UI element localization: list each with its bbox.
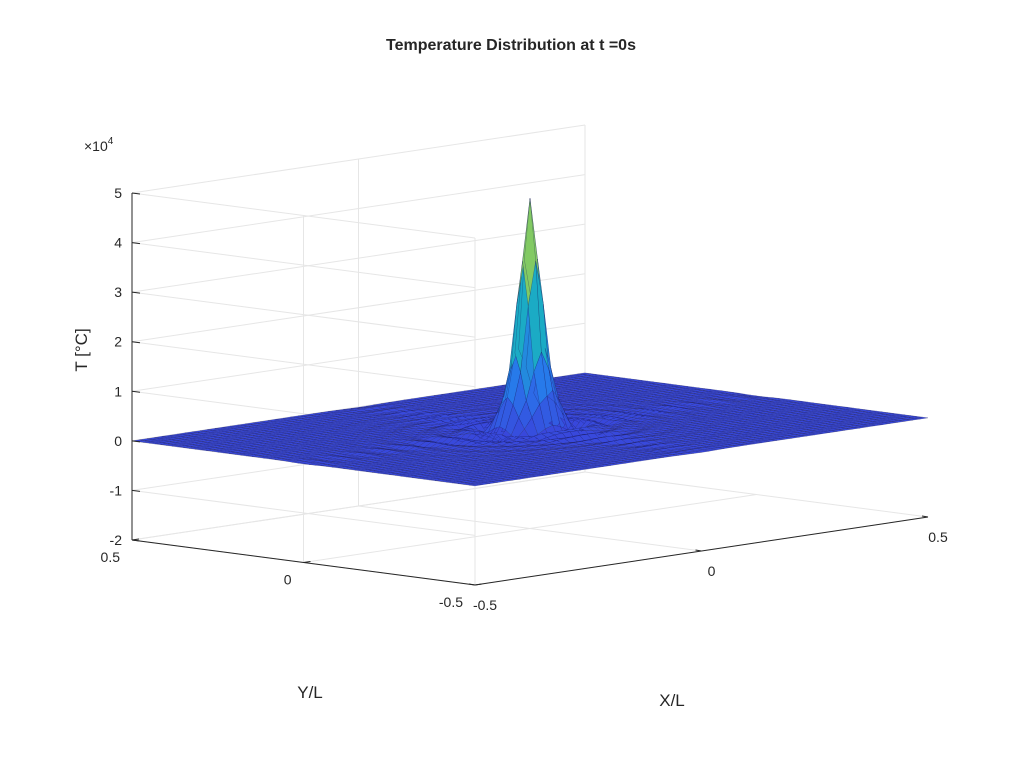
y-axis-label: Y/L bbox=[297, 683, 323, 702]
z-tick-labels: -2 -1 0 1 2 3 4 5 bbox=[110, 185, 141, 548]
y-tick-label: -0.5 bbox=[439, 594, 463, 610]
z-tick bbox=[131, 341, 141, 344]
z-tick bbox=[131, 291, 141, 294]
z-tick bbox=[131, 489, 141, 492]
svg-text:×104: ×104 bbox=[84, 136, 114, 154]
y-tick-label: 0 bbox=[284, 572, 292, 588]
temperature-surface bbox=[131, 198, 929, 487]
y-gridline-floor bbox=[303, 494, 757, 563]
y-tick-labels: -0.5 0 0.5 bbox=[101, 538, 483, 610]
z-tick-label: 3 bbox=[114, 284, 122, 300]
z-tick bbox=[131, 242, 141, 245]
x-tick bbox=[921, 515, 929, 518]
y-tick bbox=[131, 538, 140, 541]
x-tick-label: 0 bbox=[708, 563, 716, 579]
x-tick-label: 0.5 bbox=[928, 529, 948, 545]
z-tick-label: 1 bbox=[114, 383, 122, 399]
x-tick-labels: -0.5 0 0.5 bbox=[468, 515, 948, 613]
x-tick bbox=[695, 549, 702, 552]
y-tick bbox=[303, 561, 311, 563]
z-tick-label: 0 bbox=[114, 433, 122, 449]
z-tick-label: -2 bbox=[110, 532, 123, 548]
z-tick-label: -1 bbox=[110, 482, 123, 498]
z-tick bbox=[131, 390, 141, 393]
x-tick bbox=[468, 583, 476, 586]
z-tick-label: 5 bbox=[114, 185, 122, 201]
z-tick-label: 4 bbox=[114, 235, 122, 251]
z-axis-label: T [°C] bbox=[72, 328, 91, 371]
chart-title: Temperature Distribution at t =0s bbox=[386, 37, 636, 54]
z-exponent-label: ×104 bbox=[84, 136, 114, 154]
y-tick-label: 0.5 bbox=[101, 549, 121, 565]
y-tick bbox=[474, 583, 483, 586]
z-tick-label: 2 bbox=[114, 334, 122, 350]
y-gridline-floor bbox=[131, 471, 586, 541]
x-axis-label: X/L bbox=[659, 691, 685, 710]
x-tick-label: -0.5 bbox=[473, 597, 497, 613]
z-tick bbox=[131, 192, 141, 195]
